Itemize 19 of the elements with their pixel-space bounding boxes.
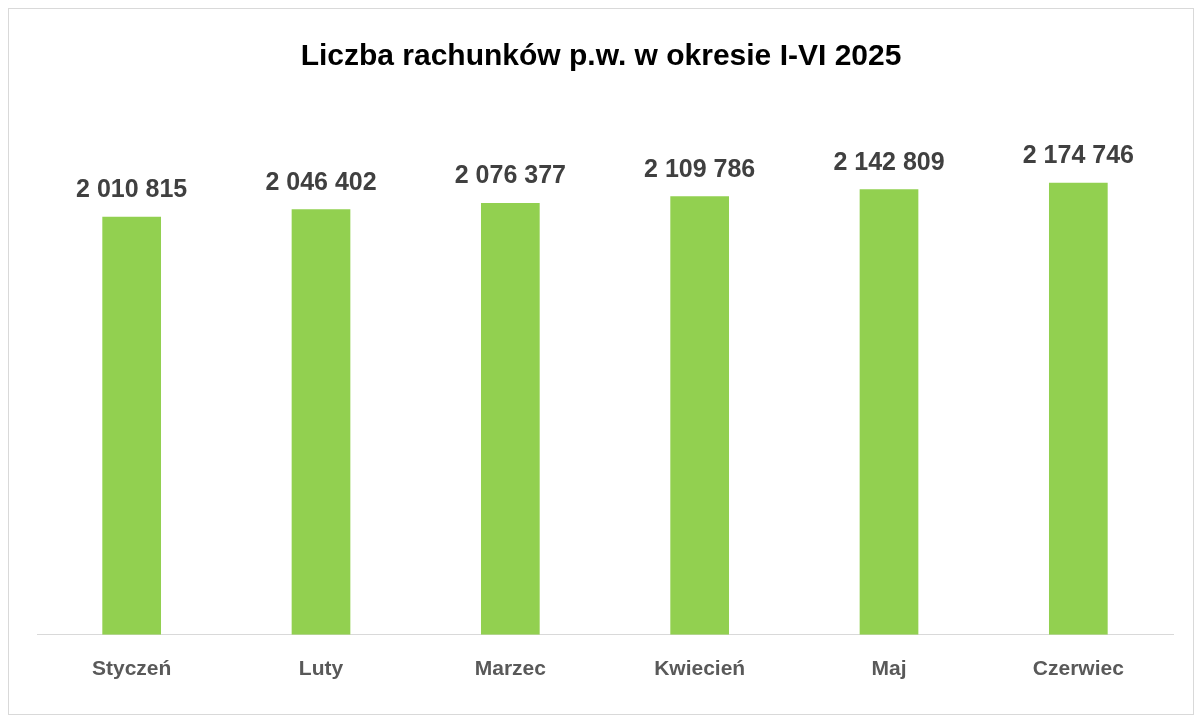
x-tick-label: Styczeń xyxy=(91,656,172,680)
data-label: 2 109 786 xyxy=(644,153,756,182)
x-tick-label: Marzec xyxy=(474,656,547,680)
bar xyxy=(291,209,351,635)
chart-title: Liczba rachunków p.w. w okresie I-VI 2025 xyxy=(300,38,902,72)
data-label: 2 046 402 xyxy=(265,166,377,195)
data-label: 2 142 809 xyxy=(833,146,945,175)
x-tick-label: Maj xyxy=(871,656,907,680)
data-label: 2 076 377 xyxy=(454,160,566,189)
bar xyxy=(480,203,540,635)
bar xyxy=(859,189,919,635)
bar xyxy=(1048,182,1108,635)
x-tick-label: Luty xyxy=(298,656,344,680)
x-tick-label: Kwiecień xyxy=(654,656,746,680)
bar xyxy=(670,196,730,635)
data-label: 2 174 746 xyxy=(1022,140,1134,169)
x-tick-label: Czerwiec xyxy=(1032,656,1125,680)
bar xyxy=(102,216,162,635)
data-label: 2 010 815 xyxy=(76,174,188,203)
